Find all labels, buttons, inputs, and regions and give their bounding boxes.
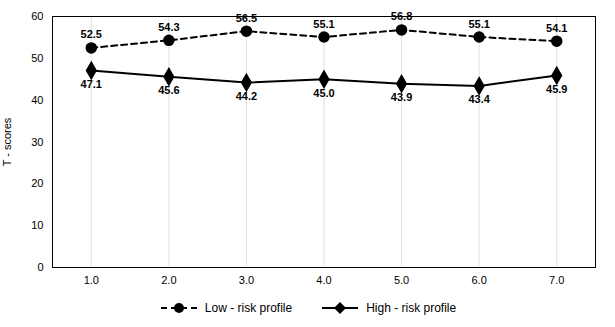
svg-text:40: 40 [31, 94, 43, 106]
svg-text:45.6: 45.6 [158, 84, 179, 96]
svg-text:44.2: 44.2 [236, 90, 257, 102]
svg-text:3.0: 3.0 [239, 274, 254, 286]
html-text:Low - risk profile: Low - risk profile [204, 301, 293, 315]
svg-text:45.9: 45.9 [546, 83, 567, 95]
svg-text:T - scores: T - scores [1, 117, 13, 166]
svg-text:45.0: 45.0 [313, 87, 334, 99]
svg-text:20: 20 [31, 177, 43, 189]
svg-text:30: 30 [31, 136, 43, 148]
svg-text:56.8: 56.8 [391, 10, 412, 22]
svg-text:54.3: 54.3 [158, 21, 179, 33]
svg-text:55.1: 55.1 [313, 18, 334, 30]
svg-text:47.1: 47.1 [81, 78, 102, 90]
svg-text:5.0: 5.0 [394, 274, 409, 286]
svg-text:7.0: 7.0 [549, 274, 564, 286]
html-text:High - risk profile: High - risk profile [366, 301, 457, 315]
svg-text:1.0: 1.0 [84, 274, 99, 286]
svg-text:4.0: 4.0 [316, 274, 331, 286]
svg-text:2.0: 2.0 [161, 274, 176, 286]
svg-text:50: 50 [31, 52, 43, 64]
svg-text:56.5: 56.5 [236, 12, 257, 24]
svg-text:52.5: 52.5 [81, 28, 102, 40]
svg-text:6.0: 6.0 [471, 274, 486, 286]
svg-text:55.1: 55.1 [468, 18, 489, 30]
svg-text:54.1: 54.1 [546, 22, 567, 34]
svg-text:60: 60 [31, 10, 43, 22]
svg-text:43.4: 43.4 [468, 93, 490, 105]
svg-text:10: 10 [31, 219, 43, 231]
svg-text:43.9: 43.9 [391, 91, 412, 103]
svg-text:0: 0 [37, 261, 43, 273]
